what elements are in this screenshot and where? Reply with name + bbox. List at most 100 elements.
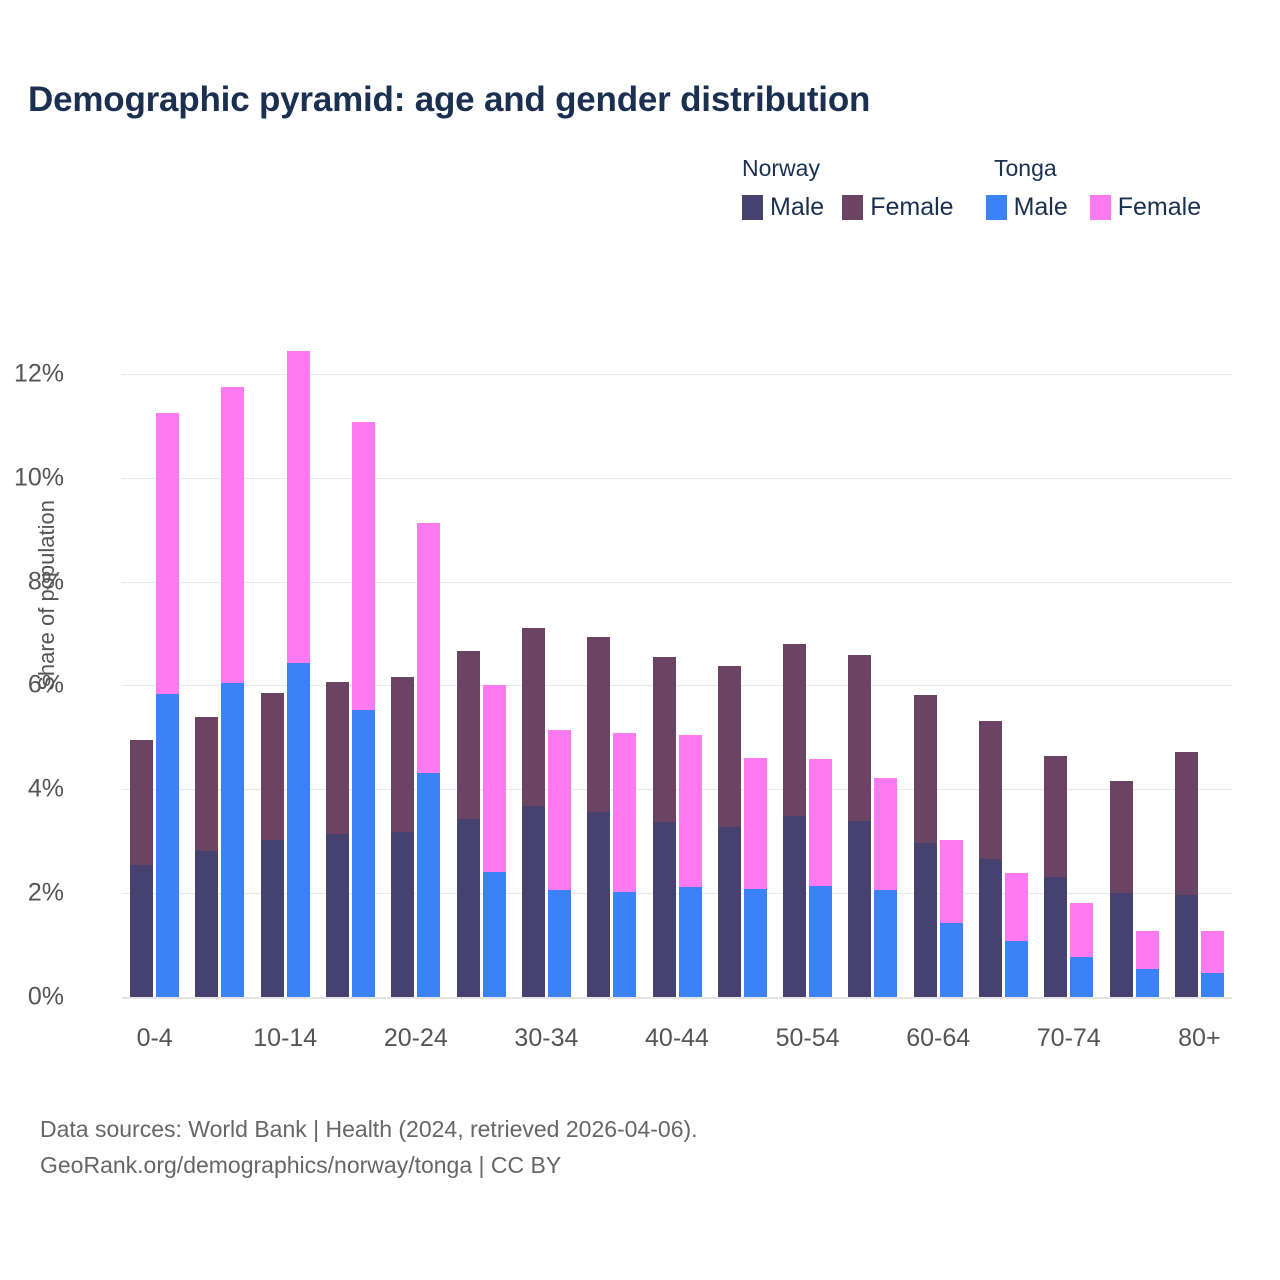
bar-segment-norway-female[interactable] — [1044, 756, 1068, 878]
bar-tonga[interactable] — [156, 412, 180, 997]
bar-segment-norway-male[interactable] — [652, 822, 676, 997]
bar-segment-tonga-female[interactable] — [1135, 931, 1159, 970]
bar-segment-tonga-male[interactable] — [286, 663, 310, 997]
bar-tonga[interactable] — [809, 758, 833, 997]
bar-segment-norway-female[interactable] — [783, 644, 807, 816]
bar-tonga[interactable] — [1200, 930, 1224, 997]
bar-segment-norway-male[interactable] — [717, 826, 741, 997]
bar-norway[interactable] — [783, 644, 807, 997]
bar-segment-tonga-male[interactable] — [417, 773, 441, 997]
bar-norway[interactable] — [1109, 780, 1133, 997]
bar-segment-tonga-male[interactable] — [482, 871, 506, 997]
bar-norway[interactable] — [652, 657, 676, 997]
bar-segment-tonga-female[interactable] — [874, 778, 898, 891]
legend-item-norway-male[interactable]: Male — [742, 193, 824, 222]
bar-segment-tonga-female[interactable] — [286, 350, 310, 664]
bar-tonga[interactable] — [482, 684, 506, 997]
bar-segment-norway-male[interactable] — [521, 806, 545, 997]
bar-segment-norway-male[interactable] — [456, 819, 480, 997]
bar-segment-tonga-male[interactable] — [352, 709, 376, 997]
legend-item-norway-female[interactable]: Female — [842, 193, 954, 222]
bar-segment-norway-male[interactable] — [913, 843, 937, 997]
bar-norway[interactable] — [195, 717, 219, 997]
bar-norway[interactable] — [978, 721, 1002, 997]
bar-segment-tonga-male[interactable] — [613, 891, 637, 997]
bar-segment-tonga-female[interactable] — [1200, 930, 1224, 974]
bar-norway[interactable] — [1174, 752, 1198, 997]
bar-tonga[interactable] — [221, 386, 245, 997]
bar-segment-norway-female[interactable] — [195, 717, 219, 851]
bar-segment-tonga-male[interactable] — [743, 889, 767, 997]
bar-tonga[interactable] — [874, 778, 898, 997]
legend-item-tonga-male[interactable]: Male — [985, 193, 1068, 222]
bar-segment-tonga-male[interactable] — [939, 922, 963, 997]
bar-segment-tonga-male[interactable] — [1200, 973, 1224, 997]
bar-segment-tonga-female[interactable] — [743, 758, 767, 889]
bar-tonga[interactable] — [547, 730, 571, 997]
bar-tonga[interactable] — [417, 523, 441, 997]
bar-segment-norway-female[interactable] — [1109, 780, 1133, 893]
bar-segment-tonga-male[interactable] — [547, 890, 571, 997]
bar-norway[interactable] — [717, 666, 741, 997]
bar-segment-tonga-female[interactable] — [1070, 903, 1094, 957]
bar-segment-norway-male[interactable] — [326, 833, 350, 997]
bar-norway[interactable] — [587, 636, 611, 997]
bar-segment-tonga-female[interactable] — [352, 421, 376, 710]
bar-segment-tonga-male[interactable] — [1070, 956, 1094, 997]
bar-segment-tonga-male[interactable] — [1004, 940, 1028, 997]
bar-segment-tonga-female[interactable] — [417, 523, 441, 774]
bar-segment-norway-female[interactable] — [717, 666, 741, 827]
bar-segment-tonga-female[interactable] — [809, 758, 833, 886]
bar-segment-norway-female[interactable] — [652, 657, 676, 823]
bar-segment-norway-male[interactable] — [195, 850, 219, 997]
bar-segment-norway-male[interactable] — [260, 840, 284, 997]
bar-norway[interactable] — [456, 651, 480, 997]
bar-norway[interactable] — [260, 692, 284, 997]
bar-segment-tonga-female[interactable] — [547, 730, 571, 891]
bar-norway[interactable] — [521, 627, 545, 997]
bar-segment-norway-female[interactable] — [587, 636, 611, 813]
bar-segment-norway-male[interactable] — [130, 864, 154, 997]
bar-tonga[interactable] — [286, 350, 310, 997]
bar-tonga[interactable] — [613, 733, 637, 997]
bar-segment-tonga-male[interactable] — [1135, 969, 1159, 997]
bar-segment-norway-male[interactable] — [783, 815, 807, 997]
bar-tonga[interactable] — [1135, 931, 1159, 997]
bar-segment-tonga-female[interactable] — [156, 412, 180, 695]
bar-tonga[interactable] — [1004, 872, 1028, 997]
bar-segment-tonga-male[interactable] — [221, 682, 245, 997]
bar-tonga[interactable] — [678, 735, 702, 997]
bar-tonga[interactable] — [352, 421, 376, 997]
bar-segment-tonga-female[interactable] — [678, 735, 702, 888]
bar-norway[interactable] — [130, 740, 154, 997]
bar-segment-norway-male[interactable] — [587, 812, 611, 997]
bar-segment-tonga-female[interactable] — [613, 733, 637, 892]
bar-tonga[interactable] — [939, 840, 963, 997]
bar-segment-norway-female[interactable] — [456, 651, 480, 820]
bar-segment-norway-female[interactable] — [978, 721, 1002, 860]
bar-segment-norway-male[interactable] — [848, 820, 872, 997]
bar-segment-norway-female[interactable] — [521, 627, 545, 807]
bar-segment-tonga-male[interactable] — [809, 885, 833, 997]
bar-segment-tonga-male[interactable] — [678, 887, 702, 997]
bar-segment-norway-female[interactable] — [326, 681, 350, 834]
bar-segment-norway-female[interactable] — [913, 694, 937, 844]
bar-segment-norway-male[interactable] — [1109, 892, 1133, 997]
bar-segment-tonga-male[interactable] — [874, 890, 898, 997]
legend-item-tonga-female[interactable]: Female — [1089, 193, 1201, 222]
bar-norway[interactable] — [391, 676, 415, 997]
bar-segment-tonga-male[interactable] — [156, 694, 180, 997]
bar-tonga[interactable] — [743, 758, 767, 997]
bar-segment-tonga-female[interactable] — [482, 684, 506, 872]
bar-norway[interactable] — [913, 694, 937, 997]
bar-segment-norway-male[interactable] — [1174, 895, 1198, 997]
bar-segment-norway-female[interactable] — [848, 655, 872, 821]
bar-segment-tonga-female[interactable] — [221, 386, 245, 683]
bar-segment-tonga-female[interactable] — [939, 840, 963, 923]
bar-norway[interactable] — [326, 681, 350, 997]
bar-segment-norway-female[interactable] — [391, 676, 415, 833]
bar-norway[interactable] — [848, 655, 872, 997]
bar-segment-norway-male[interactable] — [1044, 877, 1068, 997]
bar-segment-norway-male[interactable] — [391, 832, 415, 997]
bar-norway[interactable] — [1044, 756, 1068, 997]
